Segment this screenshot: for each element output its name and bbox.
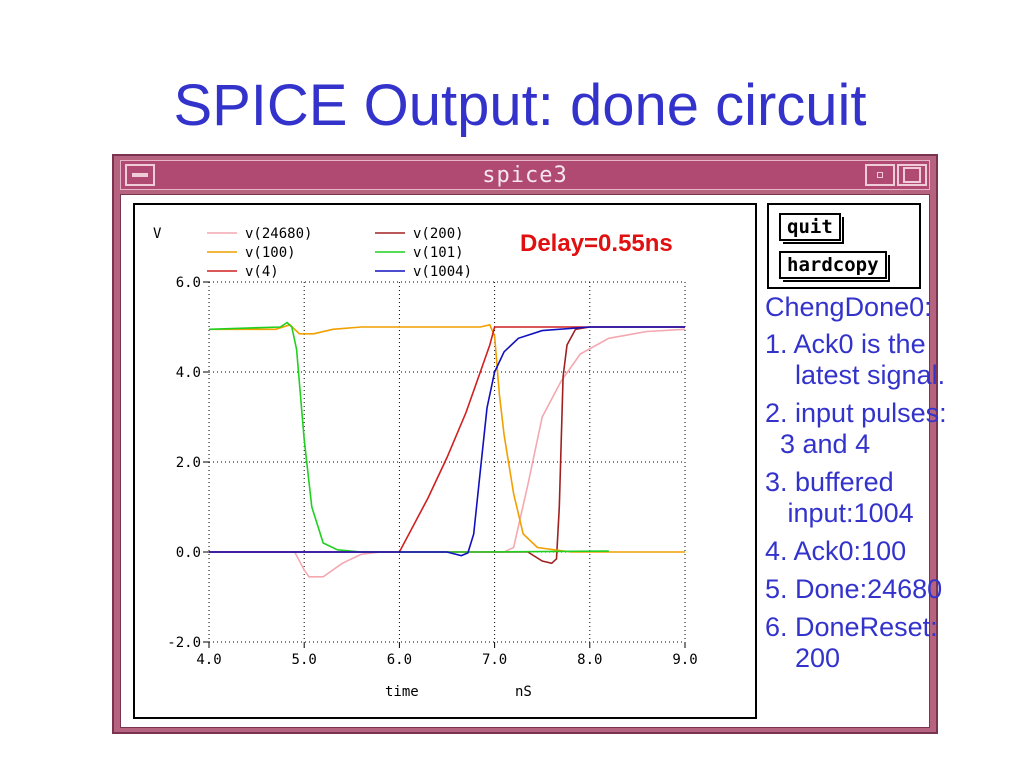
hardcopy-button[interactable]: hardcopy (779, 251, 890, 282)
series-line (209, 323, 685, 553)
y-tick-label: -2.0 (167, 635, 201, 651)
spice3-window: spice3 V time nS Delay=0.55ns 4.0 5.0 6.0 7… (112, 154, 938, 734)
series-line (208, 321, 609, 553)
x-axis-unit: nS (515, 684, 532, 700)
plot-area: V time nS Delay=0.55ns 4.0 5.0 6.0 7.0 8.0 9.… (133, 203, 757, 719)
x-tick-label: 5.0 (292, 652, 317, 668)
series-line (209, 326, 685, 565)
note-item: 4. Ack0:100 (765, 536, 907, 566)
legend-label: v(24680) (245, 226, 312, 242)
note-item: 2. input pulses: 3 and 4 (765, 398, 947, 459)
legend-label: v(1004) (413, 264, 472, 280)
window-menu-button[interactable] (125, 164, 155, 186)
maximize-button[interactable] (897, 164, 927, 186)
series-line (209, 326, 685, 557)
delay-annotation: Delay=0.55ns (520, 230, 673, 257)
x-tick-label: 8.0 (577, 652, 602, 668)
y-tick-label: 2.0 (176, 455, 201, 471)
y-axis-label: V (153, 226, 162, 242)
slide-title: SPICE Output: done circuit (173, 73, 867, 138)
quit-button[interactable]: quit (779, 213, 844, 244)
series-line (209, 328, 686, 578)
x-tick-label: 9.0 (672, 652, 697, 668)
minus-icon (132, 173, 148, 177)
note-item: 5. Done:24680 (765, 574, 943, 604)
y-tick-label: 0.0 (176, 545, 201, 561)
series-line (209, 326, 685, 553)
legend-label: v(101) (413, 245, 464, 261)
waveform-chart: V time nS Delay=0.55ns 4.0 5.0 6.0 7.0 8.0 9.… (153, 226, 698, 700)
legend-label: v(4) (245, 264, 279, 280)
minimize-icon (877, 172, 883, 178)
notes-heading: ChengDone0: (765, 292, 932, 322)
maximize-icon (903, 167, 921, 183)
legend-label: v(200) (413, 226, 464, 242)
note-item: 1. Ack0 is the latest signal. (765, 329, 946, 390)
y-tick-label: 4.0 (176, 365, 201, 381)
note-item: 3. buffered input:1004 (765, 467, 914, 528)
minimize-button[interactable] (865, 164, 895, 186)
x-axis-label: time (385, 684, 419, 700)
legend-label: v(100) (245, 245, 296, 261)
y-tick-label: 6.0 (176, 275, 201, 291)
button-panel: quit hardcopy (767, 203, 921, 289)
window-content: V time nS Delay=0.55ns 4.0 5.0 6.0 7.0 8.0 9.… (120, 194, 930, 728)
window-title: spice3 (482, 163, 568, 188)
window-titlebar[interactable]: spice3 (120, 160, 930, 190)
x-tick-label: 4.0 (196, 652, 221, 668)
note-item: 6. DoneReset: 200 (765, 612, 938, 673)
notes-list: ChengDone0: 1. Ack0 is the latest signal… (765, 292, 1020, 681)
x-tick-label: 7.0 (482, 652, 507, 668)
x-tick-label: 6.0 (387, 652, 412, 668)
